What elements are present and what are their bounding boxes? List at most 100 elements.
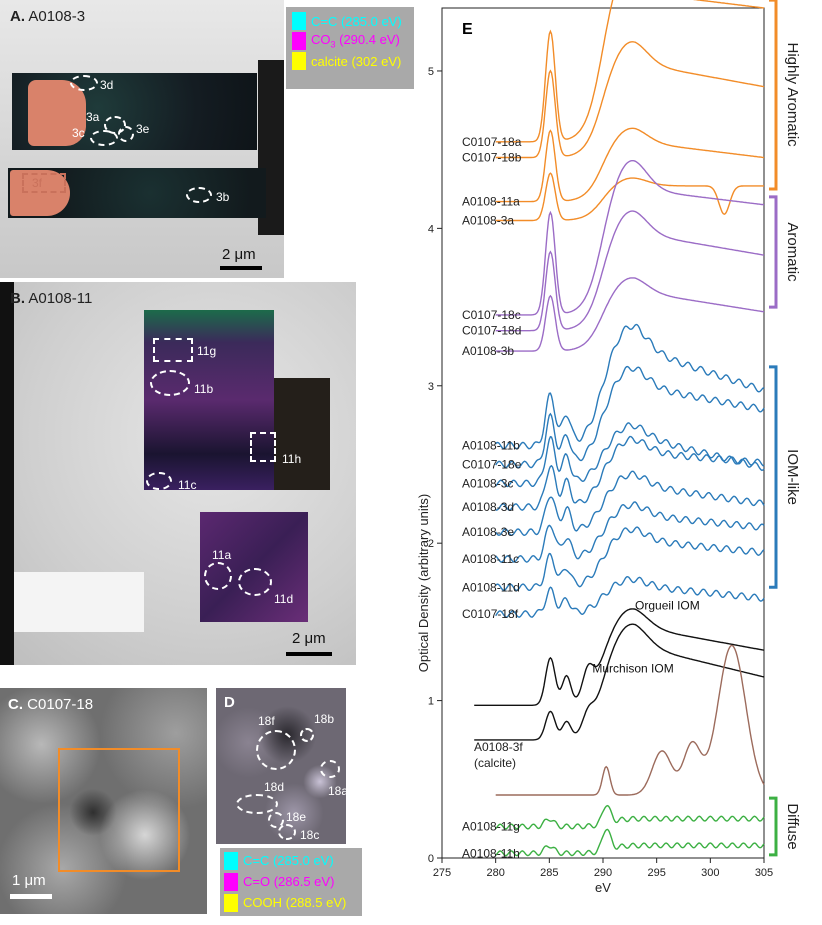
xanes-spectra-chart: E 275 280 285 290 295 300 305 0 1 2 3 4 5 eV Optical D… — [414, 0, 822, 920]
series-line-5 — [495, 210, 765, 332]
legend-swatch-yellow — [292, 52, 306, 70]
region-11b-label: 11b — [194, 382, 214, 396]
series-label-8: C0107-18e — [462, 457, 522, 471]
panel-c-sample: C0107-18 — [27, 696, 94, 713]
region-3e-circle — [118, 126, 134, 142]
x-tick-label-285: 285 — [540, 867, 558, 879]
region-3f-label: 3f — [32, 176, 43, 190]
panel-a-title: A. A0108-3 — [10, 8, 85, 25]
panel-a-calcite-bottom — [10, 170, 70, 216]
panel-a-calcite-top — [28, 80, 86, 146]
panel-c-tem-bg — [0, 688, 207, 914]
panel-a-scalebar — [220, 266, 262, 270]
series-line-12 — [495, 501, 765, 563]
series-line-8 — [495, 365, 765, 469]
series-line-14 — [495, 575, 765, 618]
legend-bottom-item-co: C=O (286.5 eV) — [224, 871, 358, 892]
legend-bottom-item-cc: C=C (285.0 eV) — [224, 850, 358, 871]
region-11g-box — [153, 338, 193, 362]
panel-c-letter: C. — [8, 696, 23, 713]
series-line-16 — [474, 623, 765, 741]
series-label-10: A0108-3d — [462, 500, 514, 514]
y-tick-label-0: 0 — [428, 853, 434, 865]
legend-top-calcite-text: calcite (302 eV) — [311, 53, 402, 69]
x-tick-label-280: 280 — [486, 867, 504, 879]
region-11a-label: 11a — [212, 548, 232, 562]
region-11h-box — [250, 432, 276, 462]
series-label-0: C0107-18a — [462, 135, 522, 149]
x-tick-label-275: 275 — [433, 867, 451, 879]
panel-a-scale-label: 2 μm — [222, 246, 256, 263]
region-18e-circle — [268, 812, 284, 828]
legend-top-co3-main: CO — [311, 32, 331, 48]
group-bracket-2 — [769, 365, 778, 589]
legend-bottom: C=C (285.0 eV) C=O (286.5 eV) COOH (288.… — [220, 848, 362, 916]
series-label-13: A0108-11d — [462, 580, 520, 594]
legend-top-item-co3: CO3 (290.4 eV) — [292, 31, 430, 51]
series-label-sub-17: (calcite) — [474, 756, 516, 770]
panel-b-sample: A0108-11 — [28, 290, 93, 307]
region-11a-circle — [204, 562, 232, 590]
legend-top-co3-text: CO3 (290.4 eV) — [311, 32, 400, 50]
region-18c-label: 18c — [300, 828, 320, 842]
series-line-19 — [495, 828, 765, 857]
y-tick-label-5: 5 — [428, 66, 434, 78]
legend-top-co3-sub: 3 — [330, 39, 336, 50]
series-line-3 — [495, 172, 764, 222]
legend-top-item-cc: C=C (285.0 eV) — [292, 11, 430, 31]
region-11b-circle — [150, 370, 190, 396]
region-3f-box — [22, 173, 66, 193]
series-label-11: A0108-3e — [462, 525, 514, 539]
panel-a-sample: A0108-3 — [28, 8, 86, 25]
annotation-orgueil: Orgueil IOM — [635, 598, 700, 612]
panel-c-scalebar — [10, 894, 52, 899]
group-label-0: Highly Aromatic — [784, 42, 801, 147]
region-3c-circle — [90, 130, 118, 146]
series-label-1: C0107-18b — [462, 151, 522, 165]
region-11g-label: 11g — [197, 344, 217, 358]
series-line-13 — [495, 526, 765, 592]
panel-b-bottom-light — [14, 572, 144, 632]
panel-c: C. C0107-18 1 μm — [0, 688, 207, 914]
region-11d-label: 11d — [274, 592, 294, 606]
region-18b-circle — [300, 728, 314, 742]
legend-bottom-swatch-magenta — [224, 872, 238, 891]
x-tick-label-300: 300 — [701, 867, 719, 879]
region-18f-label: 18f — [258, 714, 275, 728]
series-label-4: C0107-18c — [462, 308, 521, 322]
series-line-10 — [495, 435, 765, 511]
series-label-12: A0108-11c — [462, 552, 519, 566]
region-3b-circle — [186, 187, 212, 203]
legend-top-item-calcite: calcite (302 eV) — [292, 51, 430, 71]
series-label-7: A0108-11b — [462, 439, 520, 453]
legend-bottom-cc-text: C=C (285.0 eV) — [243, 853, 334, 868]
panel-d-title: D — [224, 694, 235, 711]
region-3d-label: 3d — [100, 78, 114, 92]
panel-a: A. A0108-3 3d 3a 3c 3e 3f 3b 2 μm — [0, 0, 284, 278]
series-line-2 — [495, 127, 765, 203]
region-18b-label: 18b — [314, 712, 335, 726]
region-18f-circle — [256, 730, 296, 770]
series-line-7 — [495, 323, 765, 450]
panel-d-letter: D — [224, 694, 235, 711]
series-label-3: A0108-3a — [462, 214, 514, 228]
region-3c-label: 3c — [72, 126, 85, 140]
region-3b-label: 3b — [216, 190, 230, 204]
panel-b-letter: B. — [10, 290, 25, 307]
series-label-19: A0108-11h — [462, 846, 520, 860]
panel-b-title: B. A0108-11 — [10, 290, 92, 307]
panel-b-scalebar — [286, 652, 332, 656]
region-11c-label: 11c — [178, 478, 197, 492]
plot-group: 275 280 285 290 295 300 305 0 1 2 3 4 5 eV Optical Den… — [416, 0, 801, 895]
panel-c-title: C. C0107-18 — [8, 696, 93, 713]
y-axis-label: Optical Density (arbitrary units) — [416, 494, 431, 672]
legend-bottom-item-cooh: COOH (288.5 eV) — [224, 892, 358, 913]
x-tick-label-295: 295 — [647, 867, 665, 879]
x-axis-label: eV — [595, 880, 611, 895]
series-label-14: C0107-18f — [462, 607, 519, 621]
series-line-9 — [495, 422, 765, 488]
region-18d-label: 18d — [264, 780, 285, 794]
region-18c-circle — [278, 824, 296, 840]
region-3a-label: 3a — [86, 110, 100, 124]
panel-c-scale-label: 1 μm — [12, 872, 46, 889]
